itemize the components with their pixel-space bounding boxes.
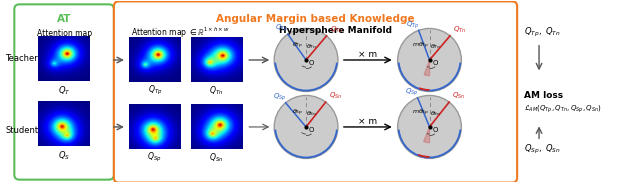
Text: × m: × m <box>358 50 378 59</box>
Circle shape <box>397 96 461 158</box>
Text: $m\theta_{Sp}$: $m\theta_{Sp}$ <box>412 107 429 118</box>
Text: AT: AT <box>57 14 72 24</box>
Text: Teacher: Teacher <box>5 54 38 63</box>
Text: × m: × m <box>358 117 378 126</box>
Text: $\theta_{Sn}$: $\theta_{Sn}$ <box>307 109 317 118</box>
Text: $Q_{Sp}$: $Q_{Sp}$ <box>273 92 286 103</box>
Text: $Q_{Tp}$: $Q_{Tp}$ <box>147 84 162 97</box>
Text: Angular Margin based Knowledge: Angular Margin based Knowledge <box>216 14 415 24</box>
Text: $Q_{Tn}$: $Q_{Tn}$ <box>209 84 223 97</box>
Circle shape <box>397 29 461 92</box>
Text: O: O <box>309 127 314 133</box>
Text: $Q_S$: $Q_S$ <box>58 149 70 162</box>
Text: $Q_{Tp}$: $Q_{Tp}$ <box>275 23 289 34</box>
FancyBboxPatch shape <box>114 1 517 183</box>
Text: $Q_{Sn}$: $Q_{Sn}$ <box>209 151 223 164</box>
Text: $\theta_{Sp}$: $\theta_{Sp}$ <box>292 107 303 118</box>
Text: Attention map $\in \mathbb{R}^{1\times h\times w}$: Attention map $\in \mathbb{R}^{1\times h… <box>131 26 230 40</box>
Text: O: O <box>433 60 438 66</box>
Text: $\theta_{Tp}$: $\theta_{Tp}$ <box>292 40 303 51</box>
Text: $\theta_{Tn}$: $\theta_{Tn}$ <box>307 42 317 51</box>
Circle shape <box>274 29 338 92</box>
Text: $Q_{Sp}$: $Q_{Sp}$ <box>147 151 162 164</box>
Text: Student: Student <box>5 126 38 135</box>
Text: $Q_{Tn}$: $Q_{Tn}$ <box>453 25 467 35</box>
Circle shape <box>274 96 338 158</box>
FancyBboxPatch shape <box>14 4 114 180</box>
Text: $m\theta_{Tp}$: $m\theta_{Tp}$ <box>412 40 429 51</box>
Text: O: O <box>433 127 438 133</box>
Text: AM loss: AM loss <box>524 91 563 100</box>
Text: $Q_{Sn}$: $Q_{Sn}$ <box>329 91 342 101</box>
Text: Hypersphere Manifold: Hypersphere Manifold <box>278 26 392 35</box>
Text: $\theta_{Tn}$: $\theta_{Tn}$ <box>430 42 441 51</box>
Text: $\theta_{Sn}$: $\theta_{Sn}$ <box>429 109 441 118</box>
Text: O: O <box>309 60 314 66</box>
Text: $Q_{Tn}$: $Q_{Tn}$ <box>330 25 343 35</box>
Text: $Q_T$: $Q_T$ <box>58 84 70 97</box>
Text: $Q_{Tp},\ Q_{Tn}$: $Q_{Tp},\ Q_{Tn}$ <box>524 26 561 40</box>
Wedge shape <box>424 60 429 76</box>
Text: $Q_{Sp},\ Q_{Sn}$: $Q_{Sp},\ Q_{Sn}$ <box>524 143 561 156</box>
Text: $\mathcal{L}_{AM}(Q_{Tp}, Q_{Tn}, Q_{Sp}, Q_{Sn})$: $\mathcal{L}_{AM}(Q_{Tp}, Q_{Tn}, Q_{Sp}… <box>524 104 602 115</box>
Wedge shape <box>424 127 429 143</box>
Text: $Q_{Sp}$: $Q_{Sp}$ <box>405 87 419 98</box>
Text: $Q_{Sn}$: $Q_{Sn}$ <box>452 91 465 101</box>
Text: Attention map: Attention map <box>36 29 92 38</box>
Text: $Q_{Tp}$: $Q_{Tp}$ <box>406 19 419 31</box>
